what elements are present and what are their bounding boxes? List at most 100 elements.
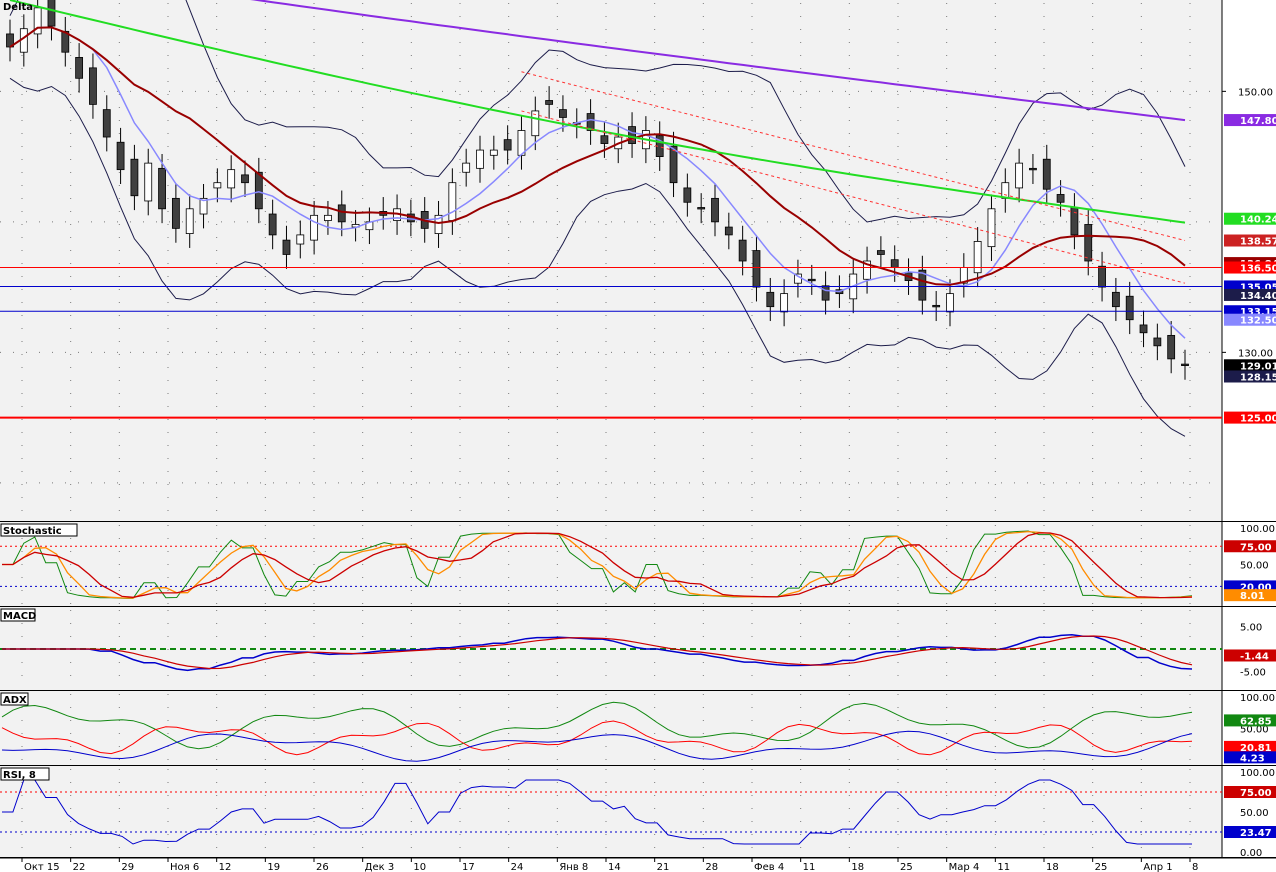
adx-title: ADX — [3, 695, 27, 706]
x-tick-label: 22 — [73, 862, 86, 872]
candle-body — [724, 226, 733, 236]
candle-body — [1056, 194, 1065, 203]
x-tick-label: Ноя 6 — [170, 862, 199, 872]
badge-bg — [1224, 714, 1276, 727]
badge-text: 134.40 — [1240, 291, 1276, 302]
badge-text: 62.85 — [1240, 716, 1272, 727]
candle-body — [1042, 158, 1051, 190]
badge-bg — [1224, 786, 1276, 798]
candle-body — [199, 197, 208, 215]
candle-body — [282, 239, 291, 255]
x-tick-label: 18 — [1046, 862, 1059, 872]
candle-body — [296, 234, 305, 245]
candle-body — [310, 214, 319, 241]
candle-body — [1125, 295, 1134, 321]
x-tick-label: Апр 1 — [1143, 862, 1172, 872]
x-tick-label: 14 — [608, 862, 621, 872]
badge-text: 125.00 — [1240, 414, 1276, 425]
candle-body — [863, 260, 871, 280]
x-tick-label: 21 — [657, 862, 670, 872]
badge-text: 136.50 — [1240, 264, 1276, 275]
candle-body — [876, 250, 885, 255]
price-badge: 128.15 — [1224, 370, 1276, 383]
x-tick-label: 29 — [121, 862, 134, 872]
x-tick-label: 11 — [997, 862, 1010, 872]
badge-text: 8.01 — [1240, 591, 1265, 602]
candle-body — [213, 182, 222, 189]
x-tick-label: 25 — [1095, 862, 1108, 872]
ma-mid-line — [9, 26, 1186, 286]
badge-text: 75.00 — [1240, 788, 1272, 799]
adx-last-badge: 62.85 — [1224, 714, 1276, 727]
badge-text: 147.80 — [1240, 116, 1276, 127]
stoch-k-line — [2, 530, 1193, 599]
candle-body — [75, 57, 84, 79]
rsi-y-label: 0.00 — [1240, 848, 1262, 859]
x-tick-label: 10 — [413, 862, 426, 872]
badge-text: 75.00 — [1240, 542, 1272, 553]
candle-body — [1139, 324, 1148, 334]
candle-body — [600, 135, 609, 144]
x-tick-label: Мар 4 — [949, 862, 980, 872]
badge-bg — [1224, 212, 1276, 225]
badge-text: 133.15 — [1240, 307, 1276, 318]
badge-text: 135.05 — [1240, 282, 1276, 293]
candle-body — [324, 214, 332, 221]
price-badge: 140.24 — [1224, 212, 1276, 226]
panel-bg-adx — [0, 691, 1222, 766]
price-badge: 132.50 — [1224, 313, 1276, 327]
y-tick-label: 150.00 — [1238, 87, 1273, 98]
candle-body — [1029, 167, 1037, 171]
candle-body — [628, 126, 636, 144]
badge-bg — [1224, 740, 1276, 753]
candle-body — [932, 304, 941, 308]
badge-bg — [1224, 114, 1276, 127]
candle-body — [531, 110, 540, 137]
badge-bg — [1224, 589, 1276, 602]
rsi-75-badge: 75.00 — [1224, 786, 1276, 799]
bollinger-upper-line — [9, 0, 1186, 223]
badge-text: -1.44 — [1240, 651, 1269, 662]
macd-title-box — [0, 608, 36, 622]
badge-bg — [1224, 261, 1276, 274]
stoch-y-label: 100.00 — [1240, 524, 1275, 535]
candle-body — [669, 145, 678, 184]
panel-bg-price — [0, 0, 1222, 522]
candle-body — [780, 293, 789, 313]
badge-bg — [1224, 826, 1276, 838]
price-badge: 129.01 — [1224, 359, 1276, 372]
candle-body — [337, 204, 346, 223]
candle-body — [489, 149, 498, 156]
badge-bg — [1224, 411, 1276, 424]
x-tick-label: 17 — [462, 862, 475, 872]
badge-text: 23.47 — [1240, 828, 1272, 839]
x-tick-label: 24 — [511, 862, 524, 872]
x-tick-label: Окт 15 — [24, 862, 60, 872]
x-tick-label: 19 — [267, 862, 280, 872]
candle-body — [559, 109, 567, 118]
axis-bg-rsi — [1222, 766, 1276, 858]
price-badge: 138.57 — [1224, 234, 1276, 248]
rsi-y-label: 50.00 — [1240, 808, 1269, 819]
candle-body — [116, 141, 125, 171]
candle-body — [807, 278, 816, 282]
panel-bg-stochastic — [0, 522, 1222, 607]
x-tick-label: 8 — [1192, 862, 1198, 872]
badge-bg — [1224, 288, 1276, 301]
candle-body — [241, 174, 249, 184]
price-badge: 125.00 — [1224, 411, 1276, 425]
candle-body — [185, 208, 194, 234]
badge-text: 128.15 — [1240, 372, 1276, 383]
candle-body — [1181, 363, 1189, 366]
stoch-last-badge: 8.01 — [1224, 589, 1276, 602]
candle-body — [738, 239, 747, 262]
adx-plus-line — [1, 701, 1193, 750]
adx-title-box — [0, 692, 29, 706]
candle-body — [987, 208, 996, 248]
candle-body — [1015, 162, 1024, 189]
candle-body — [752, 250, 761, 288]
badge-text: 140.24 — [1240, 215, 1276, 226]
price-panel-title: Delta — [3, 2, 33, 13]
y-tick-label: 130.00 — [1238, 348, 1273, 359]
